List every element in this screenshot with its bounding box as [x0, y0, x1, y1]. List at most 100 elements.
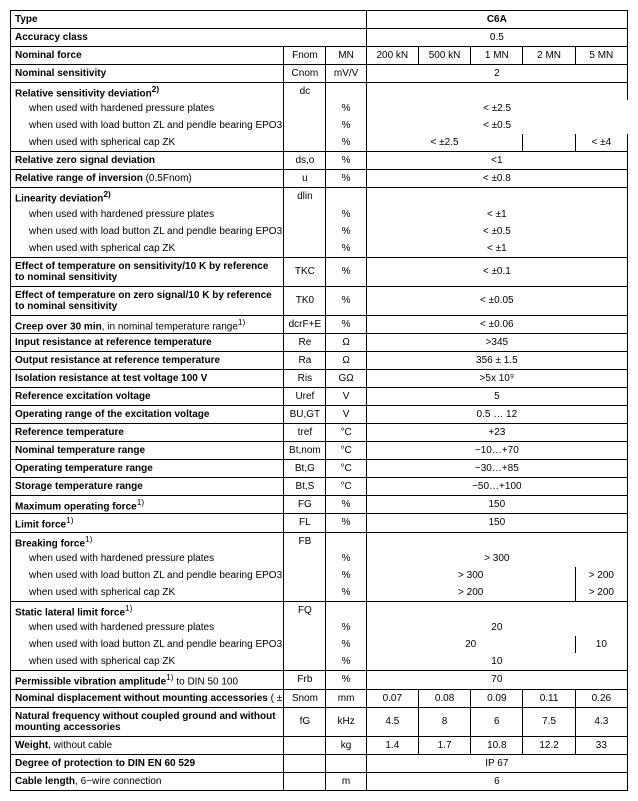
snom-label: Nominal displacement without mounting ac… — [11, 689, 284, 707]
fq-zk-label: when used with spherical cap ZK — [11, 653, 284, 671]
bugt-sym: BU,GT — [284, 405, 326, 423]
weight-v4: 33 — [575, 736, 627, 754]
tref-label: Reference temperature — [11, 423, 284, 441]
cap-2: 1 MN — [471, 47, 523, 65]
snom-v0: 0.07 — [366, 689, 418, 707]
tref-unit: °C — [326, 423, 366, 441]
frb-sym: Frb — [284, 671, 326, 689]
fq-zk-unit: % — [326, 653, 366, 671]
fq-epo3-label: when used with load button ZL and pendle… — [11, 636, 284, 653]
rel-inv-value: < ±0.8 — [366, 170, 627, 188]
rel-sens-zk-label: when used with spherical cap ZK — [11, 134, 284, 152]
fq-epo3-v3: 20 — [418, 636, 523, 653]
nominal-force-sym: Fnom — [284, 47, 326, 65]
tkc-value: < ±0.1 — [366, 257, 627, 286]
fgfreq-v1: 8 — [418, 707, 470, 736]
lin-epo3-value: < ±0.5 — [366, 223, 627, 240]
fg-unit: % — [326, 495, 366, 513]
snom-v2: 0.09 — [471, 689, 523, 707]
snom-unit: mm — [326, 689, 366, 707]
ra-label: Output resistance at reference temperatu… — [11, 351, 284, 369]
rel-sens-epo3-label: when used with load button ZL and pendle… — [11, 117, 284, 134]
rel-zero-unit: % — [326, 152, 366, 170]
bts-sym: Bt,S — [284, 477, 326, 495]
ris-value: >5x 10⁹ — [366, 369, 627, 387]
tref-sym: tref — [284, 423, 326, 441]
rel-zero-label: Relative zero signal deviation — [11, 152, 284, 170]
rel-sens-dev-sym: dc — [284, 83, 326, 101]
fb-epo3-v5: > 200 — [575, 567, 627, 584]
weight-v3: 12.2 — [523, 736, 575, 754]
fb-zk-v3: > 200 — [418, 584, 523, 602]
fb-zk-label: when used with spherical cap ZK — [11, 584, 284, 602]
rel-sens-epo3-unit: % — [326, 117, 366, 134]
rel-sens-zk-v2: < ±2.5 — [418, 134, 470, 152]
re-sym: Re — [284, 333, 326, 351]
fq-hard-unit: % — [326, 619, 366, 636]
cable-label: Cable length, 6−wire connection — [11, 772, 284, 790]
lin-epo3-label: when used with load button ZL and pendle… — [11, 223, 284, 240]
rel-zero-sym: ds,o — [284, 152, 326, 170]
bts-value: −50…+100 — [366, 477, 627, 495]
uref-unit: V — [326, 387, 366, 405]
bugt-unit: V — [326, 405, 366, 423]
frb-value: 70 — [366, 671, 627, 689]
fb-hard-label: when used with hardened pressure plates — [11, 550, 284, 567]
lin-zk-label: when used with spherical cap ZK — [11, 240, 284, 258]
cap-0: 200 kN — [366, 47, 418, 65]
tkc-label: Effect of temperature on sensitivity/10 … — [11, 257, 284, 286]
ris-label: Isolation resistance at test voltage 100… — [11, 369, 284, 387]
tko-unit: % — [326, 286, 366, 315]
tkc-unit: % — [326, 257, 366, 286]
cable-unit: m — [326, 772, 366, 790]
fq-zk-value: 10 — [366, 653, 627, 671]
fb-epo3-v3: > 300 — [418, 567, 523, 584]
rel-sens-zk-v5: < ±4 — [575, 134, 627, 152]
creep-value: < ±0.06 — [366, 315, 627, 333]
fl-unit: % — [326, 514, 366, 532]
tko-value: < ±0.05 — [366, 286, 627, 315]
fg-value: 150 — [366, 495, 627, 513]
spec-table: Type C6A Accuracy class 0.5 Nominal forc… — [10, 10, 628, 791]
fb-label: Breaking force1) — [11, 532, 284, 550]
rel-inv-label: Relative range of inversion (0.5Fnom) — [11, 170, 284, 188]
creep-label: Creep over 30 min, in nominal temperatur… — [11, 315, 284, 333]
fb-sym: FB — [284, 532, 326, 550]
fq-epo3-unit: % — [326, 636, 366, 653]
fb-hard-value: > 300 — [366, 550, 627, 567]
re-label: Input resistance at reference temperatur… — [11, 333, 284, 351]
weight-label: Weight, without cable — [11, 736, 284, 754]
fgfreq-sym: fG — [284, 707, 326, 736]
fq-label: Static lateral limit force1) — [11, 601, 284, 619]
btnom-sym: Bt,nom — [284, 441, 326, 459]
weight-v1: 1.7 — [418, 736, 470, 754]
fq-epo3-v5: 10 — [575, 636, 627, 653]
rel-sens-hard-label: when used with hardened pressure plates — [11, 100, 284, 117]
fq-hard-label: when used with hardened pressure plates — [11, 619, 284, 636]
bts-unit: °C — [326, 477, 366, 495]
fgfreq-v0: 4.5 — [366, 707, 418, 736]
snom-v1: 0.08 — [418, 689, 470, 707]
fgfreq-label: Natural frequency without coupled ground… — [11, 707, 284, 736]
rel-sens-dev-label: Relative sensitivity deviation2) — [11, 83, 284, 101]
lin-zk-unit: % — [326, 240, 366, 258]
btnom-value: −10…+70 — [366, 441, 627, 459]
fb-zk-v5: > 200 — [575, 584, 627, 602]
lin-epo3-unit: % — [326, 223, 366, 240]
weight-v2: 10.8 — [471, 736, 523, 754]
bugt-value: 0.5 … 12 — [366, 405, 627, 423]
tko-label: Effect of temperature on zero signal/10 … — [11, 286, 284, 315]
ip-label: Degree of protection to DIN EN 60 529 — [11, 754, 284, 772]
rel-zero-value: <1 — [366, 152, 627, 170]
weight-v0: 1.4 — [366, 736, 418, 754]
rel-sens-epo3-value: < ±0.5 — [366, 117, 627, 134]
fl-label: Limit force1) — [11, 514, 284, 532]
nominal-force-label: Nominal force — [11, 47, 284, 65]
nominal-sensitivity-value: 2 — [366, 65, 627, 83]
fl-value: 150 — [366, 514, 627, 532]
fb-zk-unit: % — [326, 584, 366, 602]
accuracy-class-value: 0.5 — [366, 29, 627, 47]
creep-unit: % — [326, 315, 366, 333]
re-unit: Ω — [326, 333, 366, 351]
creep-sym: dcrF+E — [284, 315, 326, 333]
